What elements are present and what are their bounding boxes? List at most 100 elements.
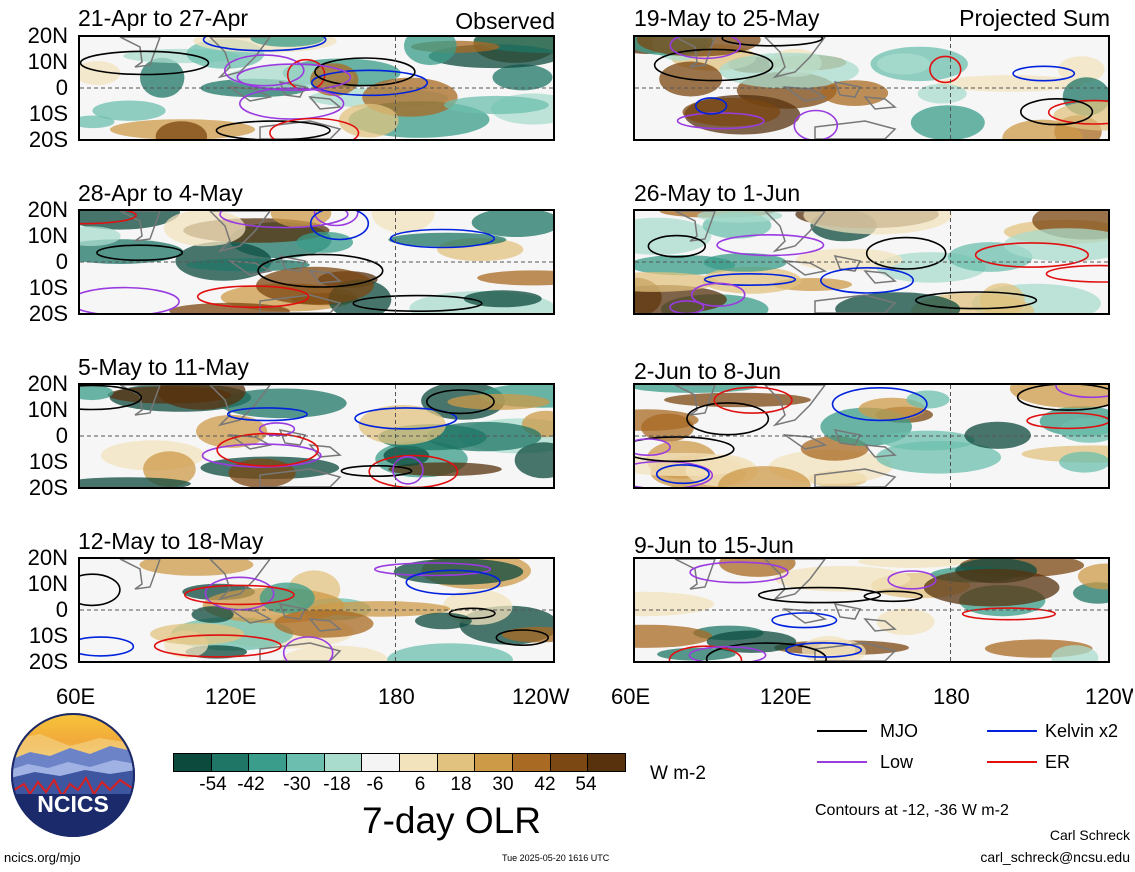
coastline — [863, 444, 897, 458]
olr-anomaly-shade — [296, 231, 353, 253]
anomaly-contour — [96, 244, 184, 262]
site-link[interactable]: ncics.org/mjo — [4, 850, 81, 865]
coastline — [782, 86, 828, 102]
anomaly-contour — [793, 109, 839, 139]
olr-anomaly-shade — [910, 105, 985, 139]
coastline — [814, 120, 897, 139]
lat-label: 10N — [27, 223, 68, 248]
olr-anomaly-shade — [635, 624, 713, 648]
anomaly-contour — [80, 50, 210, 76]
olr-map-svg — [635, 211, 1108, 313]
olr-anomaly-shade — [1057, 56, 1105, 83]
olr-anomaly-shade — [1059, 451, 1108, 473]
olr-anomaly-shade — [923, 568, 1060, 607]
coastline — [833, 254, 862, 272]
anomaly-contour — [201, 443, 322, 468]
colorbar-cell — [249, 754, 288, 771]
coastline — [814, 294, 897, 313]
anomaly-contour — [80, 573, 121, 607]
olr-anomaly-shade — [150, 623, 245, 645]
anomaly-contour — [694, 97, 728, 115]
anomaly-contour — [80, 385, 142, 411]
olr-anomaly-shade — [682, 97, 781, 127]
lat-label: 20N — [27, 545, 68, 570]
coastline — [308, 618, 342, 632]
lon-label: 120W — [512, 684, 570, 709]
colorbar-cell — [362, 754, 401, 771]
olr-anomaly-shade — [447, 393, 550, 410]
olr-anomaly-shade — [80, 226, 121, 246]
anomaly-contour — [716, 233, 825, 257]
anomaly-contour — [196, 285, 310, 309]
olr-map-panel-1 — [78, 35, 555, 141]
olr-anomaly-shade — [835, 292, 961, 313]
olr-anomaly-shade — [358, 405, 446, 445]
olr-anomaly-shade — [702, 266, 802, 294]
lat-label: 20N — [27, 23, 68, 48]
olr-anomaly-shade — [80, 385, 114, 401]
anomaly-contour — [354, 407, 458, 430]
colorbar-tick-label: 18 — [450, 774, 472, 795]
panel-title: 9-Jun to 15-Jun — [634, 532, 794, 558]
anomaly-contour — [215, 120, 331, 139]
legend-swatches-right — [987, 730, 1037, 763]
author-email[interactable]: carl_schreck@ncsu.edu — [980, 849, 1130, 865]
coastline — [208, 385, 271, 427]
coastline — [763, 559, 826, 601]
olr-anomaly-shade — [92, 100, 166, 121]
colorbar-cell — [475, 754, 514, 771]
coastline — [119, 559, 161, 590]
olr-anomaly-shade — [477, 270, 553, 286]
lat-label: 0 — [55, 249, 68, 274]
anomaly-contour — [269, 117, 360, 139]
lon-label: 180 — [378, 684, 415, 709]
olr-anomaly-shade — [1077, 563, 1108, 590]
olr-anomaly-shade — [393, 559, 524, 585]
olr-anomaly-shade — [155, 121, 208, 139]
olr-anomaly-shade — [514, 442, 553, 479]
coastline — [278, 602, 307, 620]
lat-label: 20N — [27, 371, 68, 396]
coastline — [863, 618, 897, 632]
anomaly-contour — [368, 454, 459, 487]
coastline — [208, 559, 271, 601]
anomaly-contour — [669, 37, 742, 60]
coastline — [674, 385, 716, 416]
anomaly-contour — [1012, 65, 1076, 82]
olr-anomaly-shade — [388, 462, 502, 476]
figure-title: 7-day OLR — [362, 800, 541, 841]
olr-map-svg — [80, 211, 553, 313]
olr-anomaly-shade — [821, 80, 889, 106]
colorbar-tick-label: -6 — [366, 774, 384, 795]
olr-map-panel-3 — [78, 383, 555, 489]
lon-label: 60E — [56, 684, 96, 709]
colorbar-tick-label: 6 — [414, 774, 426, 795]
anomaly-contour — [313, 211, 359, 227]
coastline — [782, 434, 828, 450]
olr-anomaly-shade — [718, 466, 811, 487]
anomaly-contour — [703, 272, 797, 286]
anomaly-contour — [392, 455, 424, 485]
coastline — [763, 385, 826, 427]
legend-swatches-left — [817, 730, 867, 763]
coastline — [308, 270, 342, 284]
panel-title: 21-Apr to 27-Apr — [78, 5, 249, 31]
olr-anomaly-shade — [80, 61, 121, 85]
anomaly-contour — [282, 636, 334, 661]
anomaly-contour — [219, 211, 349, 229]
panel-title: 12-May to 18-May — [78, 528, 264, 554]
anomaly-contour — [352, 294, 483, 312]
anomaly-contour — [863, 590, 923, 603]
lat-label: 20N — [27, 197, 68, 222]
panel-title: 2-Jun to 8-Jun — [634, 358, 782, 384]
coastline — [782, 260, 828, 276]
olr-map-panel-2 — [78, 209, 555, 315]
anomaly-contour — [655, 464, 710, 485]
olr-colorbar — [173, 753, 626, 772]
colorbar-cell — [400, 754, 438, 771]
colorbar-cell — [174, 754, 212, 771]
lat-label: 0 — [55, 597, 68, 622]
anomaly-contour — [257, 253, 384, 288]
olr-anomaly-shade — [964, 421, 1031, 449]
anomaly-contour — [961, 607, 1057, 621]
